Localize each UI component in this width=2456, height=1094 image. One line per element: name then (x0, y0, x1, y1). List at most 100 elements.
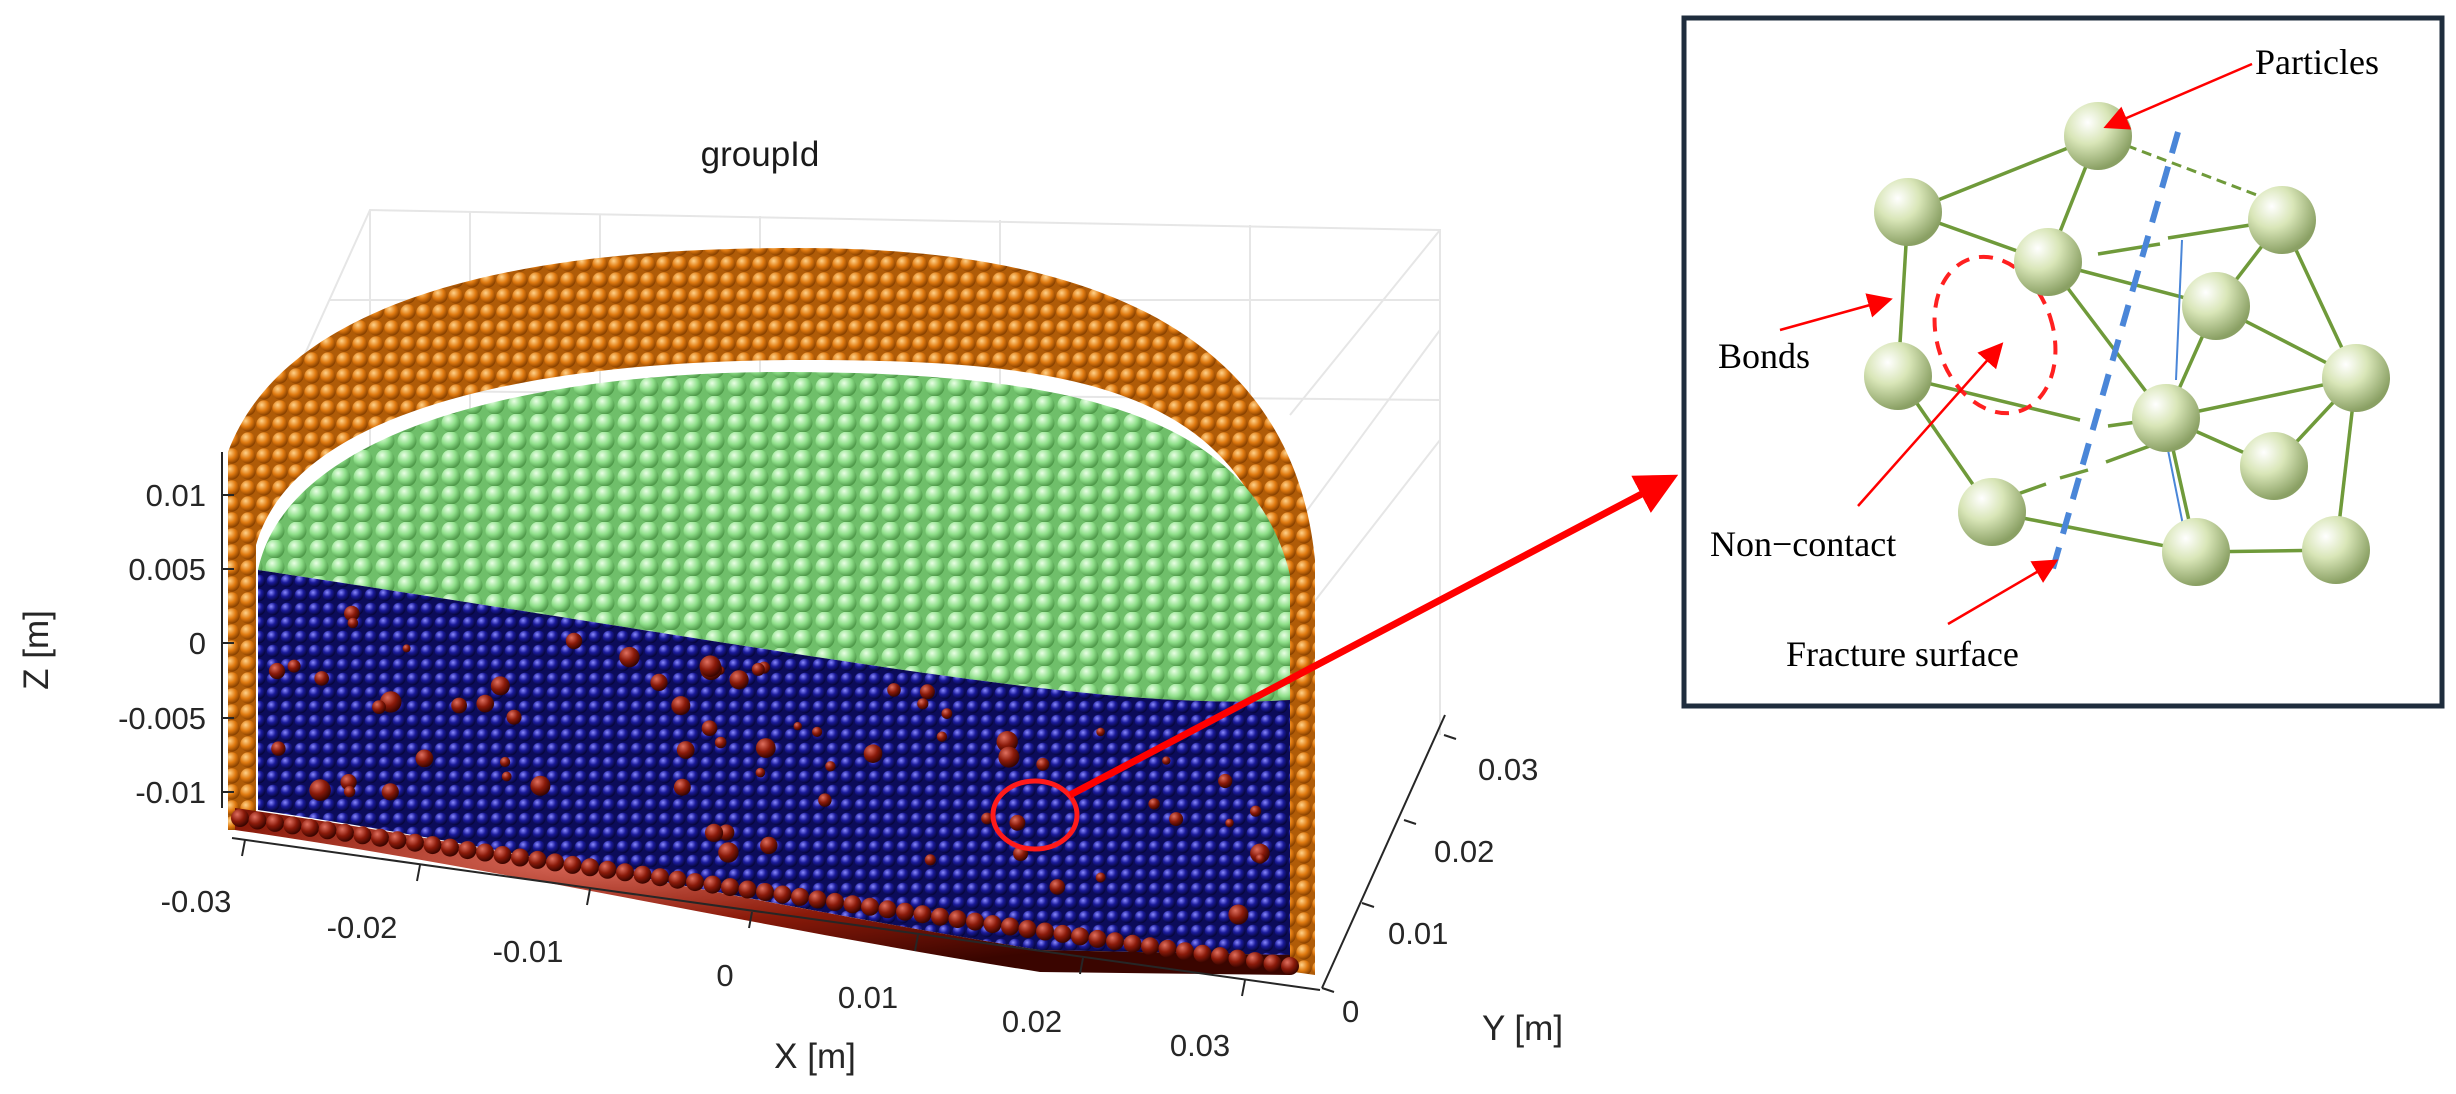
inclusion-particle (729, 670, 749, 690)
inclusion-particle (1169, 812, 1184, 827)
annotation-arrows (1779, 62, 2253, 626)
particle (2182, 272, 2250, 340)
z-tick-label: 0.005 (128, 552, 206, 587)
bottom-bead (1088, 929, 1107, 948)
inclusion-particle (998, 746, 1020, 768)
inclusion-particle (755, 767, 766, 778)
particles (1864, 102, 2390, 586)
inclusion-particle (673, 778, 691, 796)
inclusion-particle (343, 785, 356, 798)
inclusion-particle (1148, 798, 1160, 810)
bottom-bead (616, 863, 634, 882)
bottom-bead (546, 853, 564, 872)
inclusion-particles (268, 605, 1270, 925)
bottom-bead (1211, 947, 1229, 966)
bottom-bead (1228, 949, 1247, 968)
inclusion-particle (1036, 757, 1050, 771)
inclusion-particle (919, 684, 935, 700)
x-tick-label: -0.03 (161, 884, 232, 919)
inclusion-particle (818, 793, 832, 807)
inclusion-particle (996, 731, 1018, 753)
top-particle-layer (258, 372, 1290, 702)
plot-title: groupId (701, 135, 820, 174)
bottom-bead (721, 878, 739, 897)
particle (2132, 384, 2200, 452)
inclusion-particle (347, 617, 359, 629)
inclusion-particle (619, 646, 640, 668)
particle (2162, 518, 2230, 586)
bottom-bead (703, 875, 722, 894)
inclusion-particle (812, 726, 823, 738)
x-axis-label: X [m] (774, 1037, 856, 1076)
inclusion-particle (1009, 814, 1026, 831)
inclusion-particle (490, 676, 510, 696)
bottom-bead (668, 870, 687, 889)
bottom-bead (931, 907, 949, 926)
y-tick-label: 0.03 (1478, 752, 1538, 787)
inclusion-particle (714, 736, 727, 749)
inclusion-particle (941, 708, 953, 719)
bottom-bead (826, 892, 844, 911)
inclusion-particle (863, 744, 883, 763)
inclusion-particle (887, 683, 901, 697)
bottom-bead (301, 818, 319, 837)
bottom-bead (773, 885, 792, 904)
bottom-bead (476, 843, 494, 862)
z-tick-label: 0 (189, 626, 206, 661)
bottom-bead (1036, 922, 1054, 941)
y-tick-label: 0.02 (1434, 834, 1494, 869)
bottom-bead (406, 833, 424, 852)
particle (2064, 102, 2132, 170)
z-tick-label: -0.01 (135, 775, 206, 810)
bottom-bead (388, 831, 407, 850)
inclusion-particle (793, 722, 802, 731)
inclusion-particle (1225, 818, 1234, 828)
bottom-bead (948, 910, 967, 929)
bottom-bead (651, 868, 669, 887)
inclusion-particle (506, 709, 522, 725)
bottom-bead (1001, 917, 1019, 936)
bottom-bead (808, 890, 827, 909)
inclusion-particle (751, 662, 765, 676)
bottom-beads (231, 809, 1299, 975)
z-tick-label: 0.01 (146, 478, 206, 513)
inclusion-particle (1250, 805, 1262, 817)
bottom-bead (266, 813, 284, 832)
inclusion-particle (917, 698, 929, 710)
axis-lines (221, 452, 1446, 991)
inclusion-particle (1049, 879, 1066, 895)
inclusion-particle (755, 738, 776, 758)
bottom-bead (791, 887, 809, 906)
inclusion-particle (451, 697, 467, 714)
z-axis-label: Z [m] (17, 610, 56, 690)
non-contact-label: Non−contact (1710, 524, 1896, 564)
bottom-bead (913, 905, 932, 924)
inclusion-particle (671, 696, 691, 716)
particle (2240, 432, 2308, 500)
bottom-bead (1246, 952, 1264, 971)
inclusion-particle (699, 655, 722, 677)
inclusion-particle (268, 662, 286, 680)
inclusion-particle (530, 775, 551, 796)
inclusion-particle (1228, 904, 1249, 925)
z-tick-label: -0.005 (118, 701, 206, 736)
inclusion-particle (718, 842, 739, 863)
bottom-bead (1053, 924, 1072, 943)
bottom-bead (231, 809, 249, 827)
bottom-bead (493, 846, 512, 864)
x-tick-label: -0.02 (327, 910, 398, 945)
particles-label: Particles (2255, 42, 2379, 82)
bottom-bead (458, 841, 477, 860)
bottom-bead (983, 915, 1002, 934)
inclusion-particle (981, 812, 993, 825)
inclusion-particle (704, 823, 724, 843)
x-tick-label: 0.03 (1170, 1028, 1230, 1063)
bottom-bead (843, 895, 862, 914)
particle (2322, 344, 2390, 412)
inclusion-particle (287, 659, 301, 673)
inclusion-particle (500, 756, 511, 768)
x-tick-label: -0.01 (493, 934, 564, 969)
inclusion-particle (271, 741, 286, 756)
x-tick-label: 0.01 (838, 980, 898, 1015)
bottom-bead (353, 826, 372, 845)
